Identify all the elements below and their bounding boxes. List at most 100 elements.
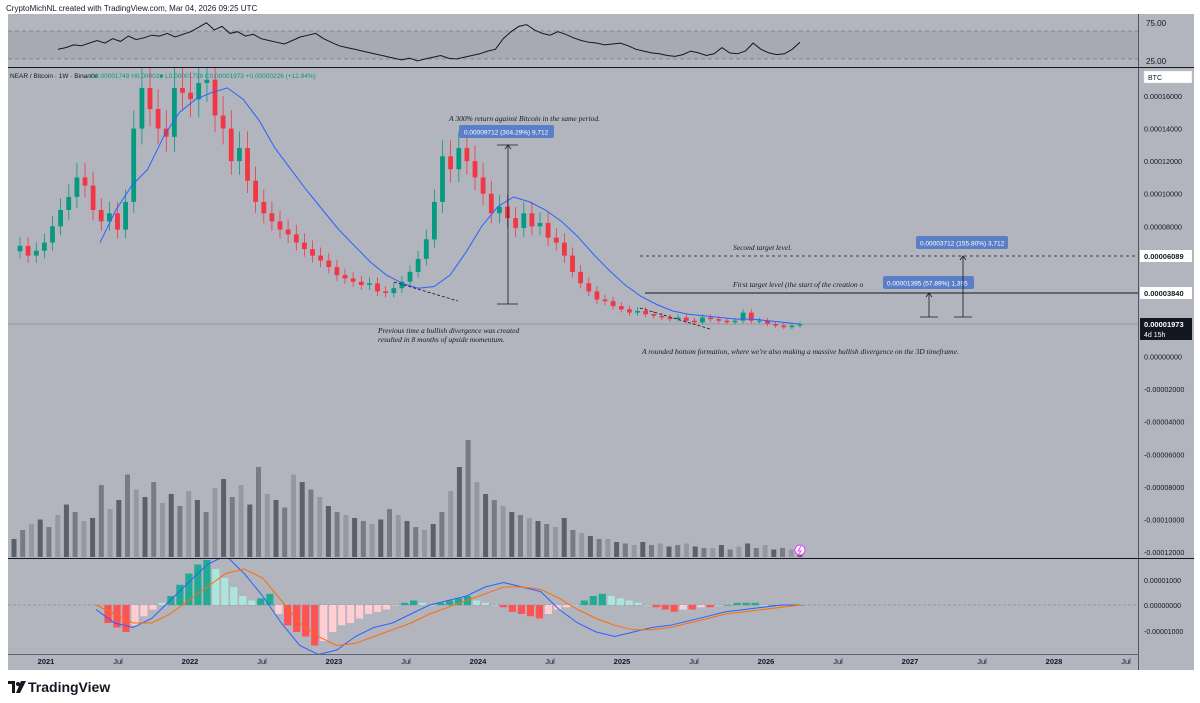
volume-bar [203, 512, 209, 557]
time-tick: 2024 [470, 657, 488, 666]
macd-bar [436, 602, 445, 606]
macd-bar [499, 605, 507, 608]
candle-body [399, 281, 405, 289]
macd-bar [257, 598, 265, 606]
volume-bar [762, 545, 768, 557]
volume-bar [317, 497, 323, 557]
volume-bar [334, 512, 340, 557]
volume-bar [29, 524, 34, 557]
macd-bar [769, 605, 777, 606]
candle-body [627, 309, 632, 313]
volume-bar [413, 527, 419, 557]
volume-bar [264, 494, 270, 557]
candles [17, 68, 803, 330]
currency-badge[interactable] [1143, 70, 1193, 84]
candle-body [277, 221, 283, 230]
macd-bar [266, 593, 274, 606]
macd-histogram [104, 560, 804, 646]
price-tick: 0.00014000 [1144, 125, 1182, 134]
candle-body [594, 291, 600, 300]
macd-bar [616, 598, 624, 606]
volume-bar [273, 500, 279, 557]
candle-body [66, 197, 72, 210]
candle-body [545, 223, 551, 238]
macd-bar [760, 605, 768, 606]
candle-body [586, 283, 592, 292]
volume-bar [780, 548, 785, 557]
candle-body [350, 278, 356, 282]
macd-bar [688, 605, 696, 610]
lightning-badge-icon[interactable] [794, 544, 806, 556]
macd-bar [122, 605, 130, 632]
macd-bar [311, 605, 319, 646]
price-label-second-target [1140, 250, 1192, 262]
volume-bars [11, 440, 803, 557]
volume-bar [221, 479, 227, 557]
price-label-current [1140, 318, 1192, 340]
candle-body [188, 92, 193, 100]
time-axis-ticks: 2021 Jul 2022 Jul 2023 Jul 2024 Jul 2025 Jul 2026 J… [38, 657, 1131, 666]
measure-label-first[interactable] [883, 276, 974, 289]
macd-bar [625, 600, 633, 605]
candle-body [342, 275, 348, 279]
volume-bar [622, 543, 628, 557]
time-tick: Jul [401, 657, 411, 666]
candle-body [529, 213, 535, 227]
time-tick: Jul [689, 657, 699, 666]
volume-bar [282, 507, 288, 557]
candle-body [228, 128, 234, 162]
candle-body [196, 83, 202, 100]
macd-bar [490, 605, 498, 606]
volume-bar [378, 519, 384, 557]
macd-bar [697, 605, 705, 608]
candle-body [358, 281, 364, 285]
time-tick: Jul [545, 657, 555, 666]
volume-bar [72, 512, 78, 557]
measure-label-second[interactable] [916, 236, 1008, 249]
macd-bar [571, 605, 579, 606]
macd-bar [356, 605, 364, 619]
macd-bar [365, 605, 373, 614]
candle-body [716, 319, 722, 321]
macd-bar [401, 602, 409, 606]
candle-body [391, 288, 397, 294]
price-tick: 0.00008000 [1144, 222, 1182, 231]
volume-bar [701, 548, 707, 557]
candle-body [448, 156, 453, 170]
macd-bar [275, 605, 283, 614]
macd-bar [113, 605, 121, 628]
macd-bar [607, 596, 615, 605]
volume-bar [404, 521, 410, 557]
macd-bar [212, 569, 220, 605]
measure-label-first-text: 0.00001395 (57.89%) 1,395 [887, 281, 968, 288]
candle-body [42, 242, 47, 251]
candle-body [269, 213, 275, 222]
price-tick: -0.00008000 [1144, 483, 1184, 492]
volume-bar [745, 543, 751, 557]
macd-bar [670, 605, 678, 612]
volume-bar [422, 530, 427, 557]
time-tick: 2025 [614, 657, 631, 666]
macd-bar [508, 605, 516, 612]
candle-body [310, 249, 315, 256]
candle-body [562, 242, 567, 256]
volume-bar [553, 527, 558, 557]
macd-bar [544, 605, 552, 614]
candle-body [618, 306, 624, 310]
macd-bar [185, 573, 193, 605]
volume-bar [107, 509, 113, 557]
volume-bar [675, 545, 681, 557]
candle-body [432, 201, 437, 240]
macd-bar [526, 605, 534, 617]
macd-bar [221, 578, 229, 605]
macd-bar [580, 600, 588, 605]
macd-tick-zero: 0.00000000 [1144, 603, 1181, 610]
volume-bar [710, 548, 716, 557]
macd-bar [158, 602, 166, 606]
macd-bar [418, 602, 427, 606]
candle-body [139, 87, 145, 129]
divergence-line-2023 [393, 281, 459, 302]
time-tick: Jul [113, 657, 123, 666]
candle-body [521, 213, 527, 228]
measure-label-2024[interactable] [459, 125, 554, 138]
